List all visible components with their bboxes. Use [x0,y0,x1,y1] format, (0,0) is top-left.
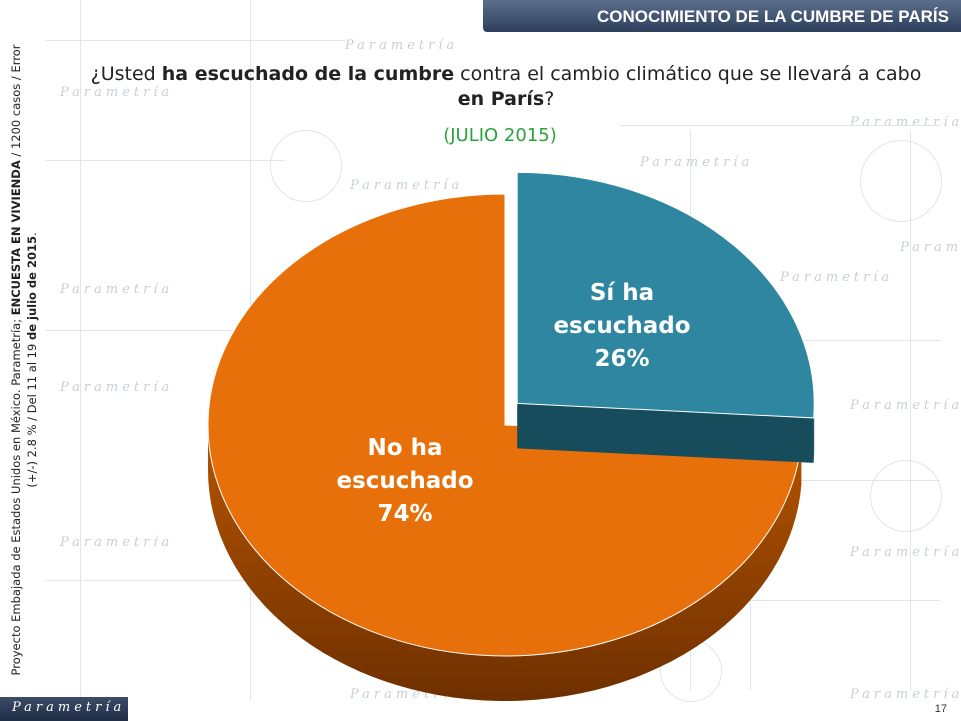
watermark-brand-text: Parametría [850,545,961,560]
question-part-3: ? [544,88,555,110]
label-si-text: Sí ha [590,280,654,306]
watermark-grid-line [640,600,940,601]
question-part-1: ¿Usted [90,63,162,85]
pie-slice-no-ha-escuchado [207,193,802,701]
watermark-brand-text: Parametría [350,178,464,193]
watermark-circle [860,140,942,222]
question-bold-1: ha escuchado de la cumbre [161,63,455,85]
label-no-percent: 74% [377,501,432,527]
header-banner: CONOCIMIENTO DE LA CUMBRE DE PARÍS [483,0,961,32]
watermark-brand-text: Parametría [60,535,174,550]
footer-brand-logo: Parametría [12,700,126,715]
watermark-brand-text: Parametría [60,282,174,297]
watermark-brand-text: Parametría [900,240,961,255]
question-part-2: contra el cambio climático que se llevar… [454,63,922,85]
label-si-percent: 26% [594,346,649,372]
watermark-grid-line [45,580,285,581]
label-no-text: No ha [368,435,443,461]
watermark-brand-text: Parametría [640,155,754,170]
watermark-grid-line [45,160,285,161]
pie-slice-no-ha-escuchado-side [208,425,802,701]
watermark-grid-line [910,130,911,690]
watermark-grid-line [45,330,265,331]
slide-title: CONOCIMIENTO DE LA CUMBRE DE PARÍS [597,7,949,26]
watermark-brand-text: Parametría [850,687,961,702]
question-bold-2: en París [457,88,545,110]
pie-slice-si-ha-escuchado-cut-face [517,403,814,463]
label-si-text: escuchado [553,313,690,339]
watermark-circle [270,130,342,202]
watermark-brand-text: Parametría [850,115,961,130]
watermark-grid-line [45,40,345,41]
watermark-brand-text: Parametría [60,380,174,395]
pie-slice-si-ha-escuchado-top [516,171,815,419]
watermark-grid-line [620,125,940,126]
footer-brand-bar: Parametría [0,697,128,721]
watermark-brand-text: Parametría [60,85,174,100]
watermark-brand-text: Parametría [780,270,894,285]
watermark-brand-text: Parametría [345,38,459,53]
survey-question: ¿Usted ha escuchado de la cumbre contra … [80,62,932,112]
label-no-text: escuchado [336,468,473,494]
pie-slice-no-ha-escuchado-top [207,193,802,657]
survey-period: (JULIO 2015) [443,125,557,146]
watermark-grid-line [80,0,81,700]
page-number: 17 [934,703,947,715]
watermark-brand-text: Parametría [850,398,961,413]
watermark-circle [870,460,942,532]
pie-slice-si-ha-escuchado [516,171,815,463]
